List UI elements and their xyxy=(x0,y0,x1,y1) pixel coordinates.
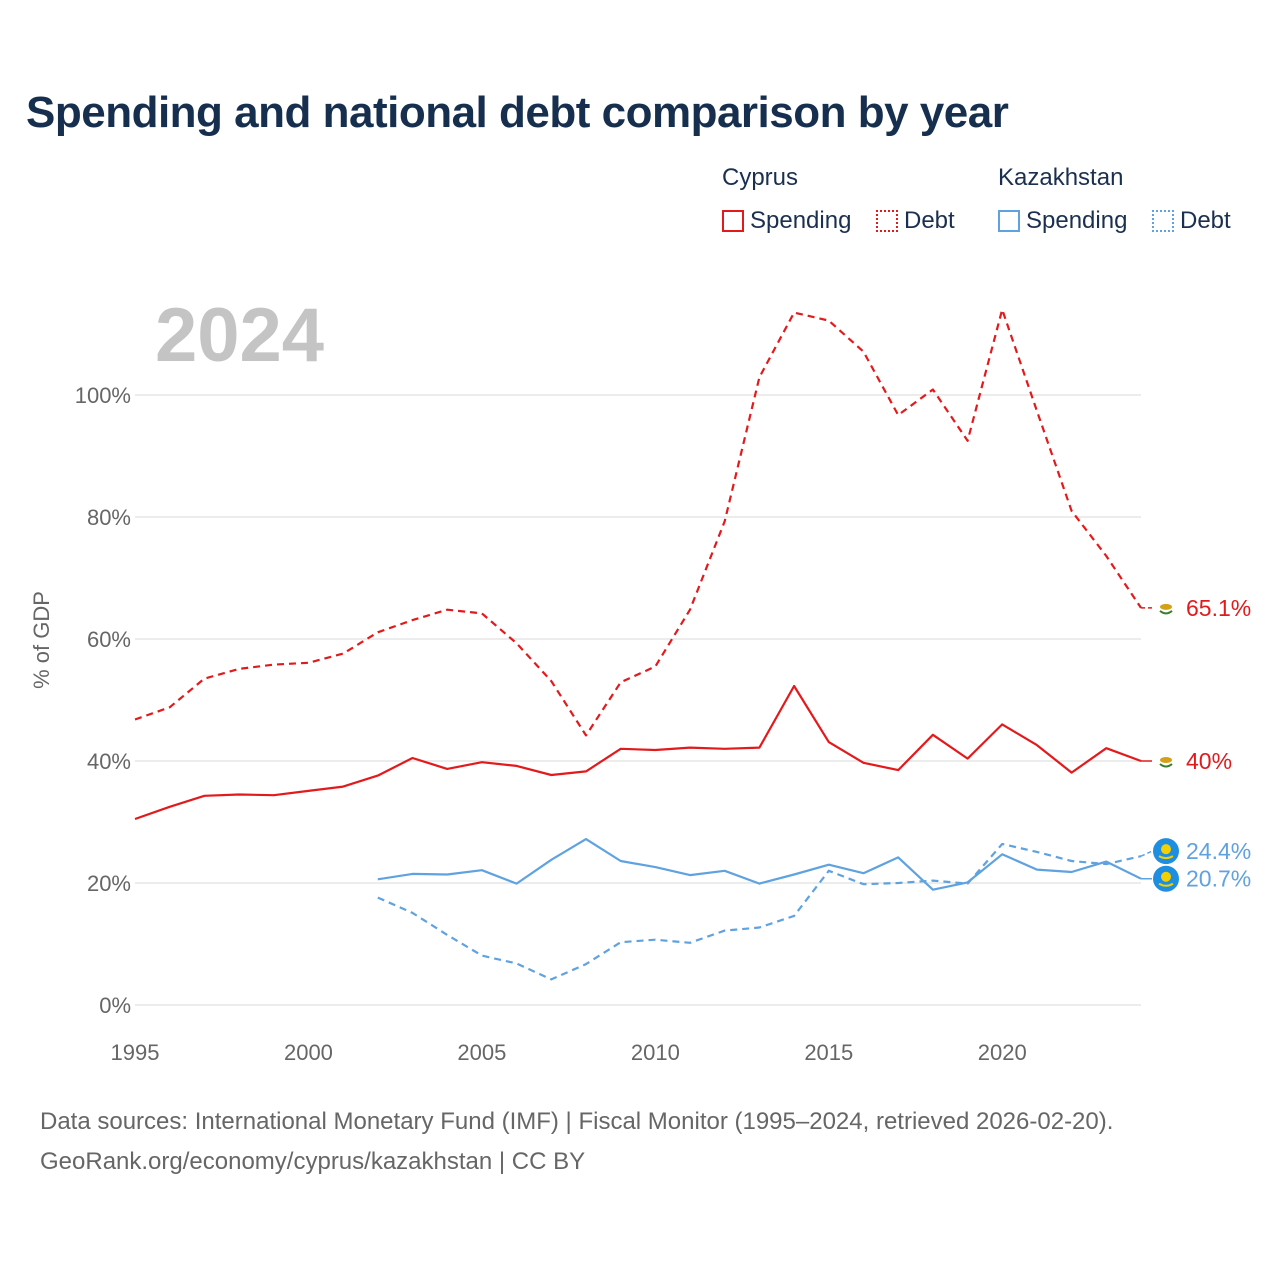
x-tick-label: 2000 xyxy=(284,1040,333,1065)
series-line-kazakhstan-debt[interactable] xyxy=(377,842,1142,981)
legend-label: Debt xyxy=(904,207,955,234)
kazakhstan-flag-icon xyxy=(1152,864,1180,893)
y-tick-label: 40% xyxy=(87,749,131,774)
y-tick-label: 60% xyxy=(87,627,131,652)
legend-swatch-dotted-blue xyxy=(1152,210,1174,232)
x-tick-label: 2010 xyxy=(631,1040,680,1065)
y-tick-label: 0% xyxy=(99,993,131,1018)
series xyxy=(134,308,1142,981)
end-label-value: 20.7% xyxy=(1186,866,1251,892)
end-label-value: 65.1% xyxy=(1186,595,1251,621)
legend-kazakhstan-debt[interactable]: Debt xyxy=(1152,207,1231,235)
year-watermark: 2024 xyxy=(155,293,325,378)
legend-swatch-solid-red xyxy=(722,210,744,232)
footer-sources: Data sources: International Monetary Fun… xyxy=(40,1108,1114,1135)
footer-attribution: GeoRank.org/economy/cyprus/kazakhstan | … xyxy=(40,1148,586,1175)
legend-swatch-solid-blue xyxy=(998,210,1020,232)
x-tick-label: 2015 xyxy=(804,1040,853,1065)
end-label-value: 24.4% xyxy=(1186,838,1251,864)
legend-label: Spending xyxy=(750,207,852,234)
cyprus-flag-icon xyxy=(1156,597,1176,618)
legend-swatch-dotted-red xyxy=(876,210,898,232)
cyprus-flag-icon xyxy=(1156,751,1176,771)
y-tick-label: 80% xyxy=(87,505,131,530)
end-labels: 40% 65.1% 20.7%24.4% xyxy=(1140,595,1251,893)
x-tick-label: 1995 xyxy=(111,1040,160,1065)
legend-label: Debt xyxy=(1180,207,1231,234)
end-label-value: 40% xyxy=(1186,748,1232,774)
legend-label: Spending xyxy=(1026,207,1128,234)
legend-kazakhstan-spending[interactable]: Spending xyxy=(998,207,1127,235)
end-label-leader xyxy=(1140,850,1153,857)
axes: 0% 20% 40% 60% 80% 100% 1995 2000 2005 2010 2015 20… xyxy=(75,383,1027,1065)
series-line-kazakhstan-spending[interactable] xyxy=(377,837,1142,891)
chart-title: Spending and national debt comparison by… xyxy=(26,88,1009,137)
series-line-cyprus-debt[interactable] xyxy=(134,308,1142,737)
y-tick-label: 20% xyxy=(87,871,131,896)
legend-kazakhstan-title: Kazakhstan xyxy=(998,164,1124,191)
x-tick-label: 2005 xyxy=(457,1040,506,1065)
x-tick-label: 2020 xyxy=(978,1040,1027,1065)
grid xyxy=(135,394,1141,1006)
legend-cyprus-title: Cyprus xyxy=(722,164,799,191)
legend-cyprus-spending[interactable]: Spending xyxy=(722,207,851,235)
kazakhstan-flag-icon xyxy=(1152,837,1180,866)
legend-cyprus-debt[interactable]: Debt xyxy=(876,207,955,235)
series-line-cyprus-spending[interactable] xyxy=(134,684,1142,821)
y-tick-label: 100% xyxy=(75,383,131,408)
